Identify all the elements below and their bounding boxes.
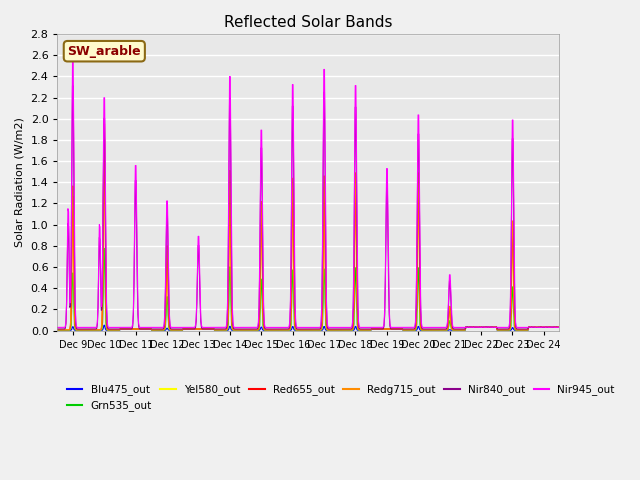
Y-axis label: Solar Radiation (W/m2): Solar Radiation (W/m2) [15,117,25,247]
Text: SW_arable: SW_arable [67,45,141,58]
Legend: Blu475_out, Grn535_out, Yel580_out, Red655_out, Redg715_out, Nir840_out, Nir945_: Blu475_out, Grn535_out, Yel580_out, Red6… [63,380,619,416]
Title: Reflected Solar Bands: Reflected Solar Bands [224,15,393,30]
